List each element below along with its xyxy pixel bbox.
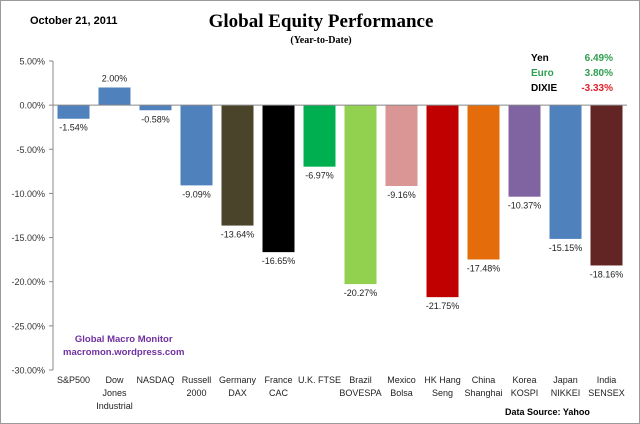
- bar: [467, 105, 500, 260]
- data-label: -9.09%: [182, 189, 211, 199]
- bar: [139, 105, 172, 111]
- data-label: -16.65%: [262, 256, 296, 266]
- x-tick-label: CAC: [269, 388, 289, 398]
- x-tick-label: Seng: [432, 388, 453, 398]
- x-tick-label: Germany: [219, 375, 257, 385]
- x-tick-label: S&P500: [57, 375, 90, 385]
- bar: [221, 105, 254, 226]
- bar: [98, 87, 131, 106]
- bar: [426, 105, 459, 298]
- y-tick-label: -5.00%: [16, 145, 45, 155]
- x-tick-label: Brazil: [349, 375, 372, 385]
- data-source: Data Source: Yahoo: [505, 407, 590, 417]
- data-label: -6.97%: [305, 171, 334, 181]
- x-tick-label: DAX: [228, 388, 247, 398]
- currency-row-euro: Euro 3.80%: [531, 66, 613, 81]
- watermark-line2: macromon.wordpress.com: [63, 347, 185, 358]
- x-tick-label: Industrial: [96, 401, 133, 411]
- currency-row-yen: Yen 6.49%: [531, 51, 613, 66]
- y-tick-label: -20.00%: [11, 277, 45, 287]
- x-tick-label: 2000: [186, 388, 206, 398]
- x-tick-label: NASDAQ: [136, 375, 174, 385]
- x-tick-label: KOSPI: [511, 388, 539, 398]
- bar: [57, 105, 90, 119]
- x-tick-label: China: [472, 375, 496, 385]
- x-tick-label: Russell: [182, 375, 212, 385]
- x-tick-label: Dow: [105, 375, 124, 385]
- x-tick-label: Jones: [102, 388, 127, 398]
- x-tick-label: Bolsa: [390, 388, 413, 398]
- data-label: -15.15%: [549, 243, 583, 253]
- data-label: -10.37%: [508, 201, 542, 211]
- x-tick-label: NIKKEI: [551, 388, 581, 398]
- currency-value: -3.33%: [581, 83, 613, 94]
- x-tick-label: France: [264, 375, 292, 385]
- y-tick-label: -10.00%: [11, 189, 45, 199]
- x-tick-label: Korea: [512, 375, 536, 385]
- data-label: -17.48%: [467, 263, 501, 273]
- y-tick-label: -15.00%: [11, 233, 45, 243]
- bar: [303, 105, 336, 167]
- x-tick-label: India: [597, 375, 617, 385]
- chart-date: October 21, 2011: [30, 15, 118, 27]
- data-label: -20.27%: [344, 288, 378, 298]
- currency-value: 3.80%: [584, 68, 613, 79]
- bar: [262, 105, 295, 253]
- x-tick-label: HK Hang: [424, 375, 461, 385]
- y-tick-label: -25.00%: [11, 321, 45, 331]
- y-tick-label: 5.00%: [19, 57, 45, 67]
- bar: [549, 105, 582, 239]
- x-tick-label: Japan: [553, 375, 578, 385]
- currency-name: Euro: [531, 68, 554, 79]
- currency-name: Yen: [531, 53, 549, 64]
- data-label: -1.54%: [59, 123, 88, 133]
- x-tick-label: Shanghai: [464, 388, 502, 398]
- y-tick-label: -30.00%: [11, 366, 45, 376]
- bar: [508, 105, 541, 197]
- data-label: -13.64%: [221, 230, 255, 240]
- data-label: -21.75%: [426, 301, 460, 311]
- x-tick-label: SENSEX: [588, 388, 625, 398]
- x-tick-label: BOVESPA: [339, 388, 381, 398]
- data-label: 2.00%: [102, 73, 128, 83]
- x-tick-label: U.K. FTSE: [298, 375, 341, 385]
- data-label: -0.58%: [141, 114, 170, 124]
- chart-subtitle: (Year-to-Date): [290, 35, 352, 46]
- data-label: -18.16%: [590, 269, 624, 279]
- currency-box: Yen 6.49% Euro 3.80% DIXIE -3.33%: [531, 51, 613, 96]
- bar: [590, 105, 623, 266]
- y-tick-label: 0.00%: [19, 101, 45, 111]
- watermark: Global Macro Monitor macromon.wordpress.…: [63, 333, 184, 359]
- x-tick-label: Mexico: [387, 375, 416, 385]
- currency-value: 6.49%: [584, 53, 613, 64]
- watermark-line1: Global Macro Monitor: [74, 334, 173, 345]
- bar: [344, 105, 377, 285]
- chart-title: Global Equity Performance: [208, 11, 434, 32]
- currency-row-dixie: DIXIE -3.33%: [531, 81, 613, 96]
- bar: [180, 105, 213, 186]
- data-label: -9.16%: [387, 190, 416, 200]
- currency-name: DIXIE: [531, 83, 558, 94]
- bar: [385, 105, 418, 187]
